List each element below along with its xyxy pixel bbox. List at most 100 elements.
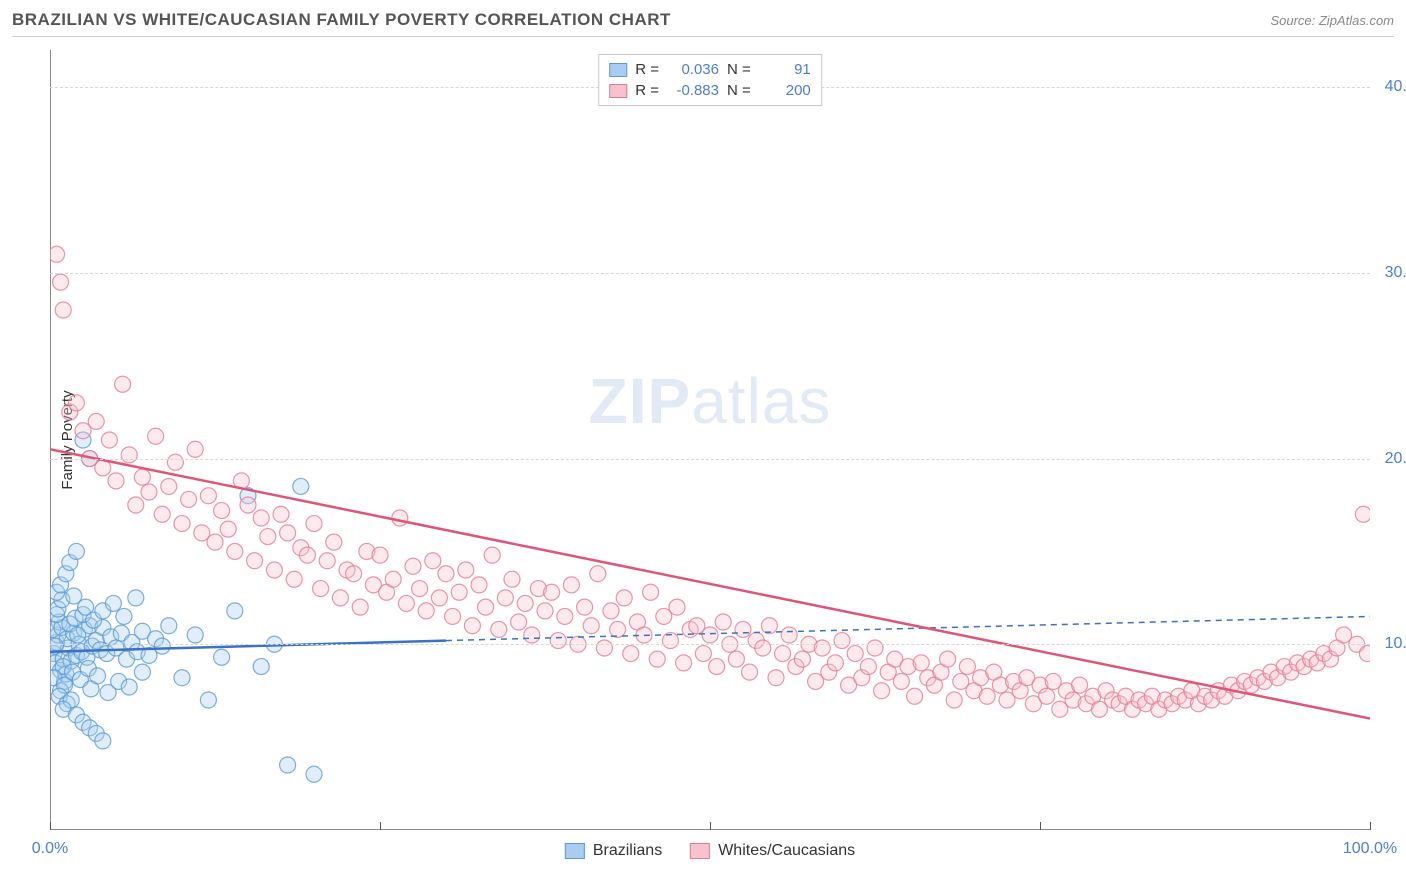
data-point: [90, 668, 106, 684]
data-point: [669, 599, 685, 615]
x-tick-label: 100.0%: [1343, 840, 1397, 858]
data-point: [128, 590, 144, 606]
data-point: [775, 646, 791, 662]
x-tick-mark: [50, 822, 51, 830]
data-point: [728, 651, 744, 667]
data-point: [583, 618, 599, 634]
data-point: [200, 692, 216, 708]
data-point: [550, 633, 566, 649]
data-point: [187, 627, 203, 643]
scatter-plot: Family Poverty ZIPatlas 10.0%20.0%30.0%4…: [50, 50, 1370, 830]
data-point: [451, 584, 467, 600]
data-point: [497, 590, 513, 606]
data-point: [398, 595, 414, 611]
data-point: [913, 655, 929, 671]
data-point: [227, 603, 243, 619]
data-point: [214, 503, 230, 519]
data-point: [105, 595, 121, 611]
data-point: [504, 571, 520, 587]
data-point: [484, 547, 500, 563]
data-point: [761, 618, 777, 634]
data-point: [286, 571, 302, 587]
data-point: [755, 640, 771, 656]
data-point: [161, 478, 177, 494]
data-point: [563, 577, 579, 593]
data-point: [860, 659, 876, 675]
data-point: [326, 534, 342, 550]
legend-swatch: [565, 843, 585, 859]
data-point: [643, 584, 659, 600]
data-point: [116, 608, 132, 624]
x-tick-mark: [380, 822, 381, 830]
data-point: [181, 491, 197, 507]
legend-swatch-series-0: [609, 63, 627, 77]
x-tick-mark: [1040, 822, 1041, 830]
data-point: [907, 688, 923, 704]
data-point: [867, 640, 883, 656]
data-point: [247, 553, 263, 569]
y-tick-label: 40.0%: [1375, 78, 1406, 96]
data-point: [517, 595, 533, 611]
data-point: [220, 521, 236, 537]
data-point: [346, 566, 362, 582]
data-point: [478, 599, 494, 615]
data-point: [227, 543, 243, 559]
trend-line: [50, 449, 1370, 718]
data-point: [88, 413, 104, 429]
data-point: [438, 566, 454, 582]
data-point: [946, 692, 962, 708]
data-point: [154, 506, 170, 522]
data-point: [141, 484, 157, 500]
data-point: [293, 478, 309, 494]
data-point: [174, 670, 190, 686]
data-point: [590, 566, 606, 582]
data-point: [352, 599, 368, 615]
legend-series: Brazilians Whites/Caucasians: [565, 842, 855, 860]
data-point: [847, 646, 863, 662]
data-point: [425, 553, 441, 569]
data-point: [418, 603, 434, 619]
data-point: [319, 553, 335, 569]
data-point: [959, 659, 975, 675]
chart-title: BRAZILIAN VS WHITE/CAUCASIAN FAMILY POVE…: [12, 10, 671, 30]
data-point: [128, 497, 144, 513]
data-point: [50, 246, 65, 262]
data-point: [596, 640, 612, 656]
data-point: [121, 679, 137, 695]
data-point: [524, 627, 540, 643]
data-point: [95, 733, 111, 749]
y-tick-label: 20.0%: [1375, 450, 1406, 468]
legend-swatch: [690, 843, 710, 859]
data-point: [372, 547, 388, 563]
data-point: [709, 659, 725, 675]
legend-swatch-series-1: [609, 84, 627, 98]
data-point: [299, 547, 315, 563]
data-point: [431, 590, 447, 606]
data-point: [940, 651, 956, 667]
data-point: [464, 618, 480, 634]
x-tick-label: 0.0%: [32, 840, 68, 858]
data-point: [979, 688, 995, 704]
data-point: [814, 640, 830, 656]
gridline: [50, 644, 1370, 645]
data-point: [101, 432, 117, 448]
gridline: [50, 273, 1370, 274]
data-point: [1072, 677, 1088, 693]
data-point: [702, 627, 718, 643]
data-point: [115, 376, 131, 392]
data-point: [834, 633, 850, 649]
x-tick-mark: [1370, 822, 1371, 830]
data-point: [53, 274, 69, 290]
data-point: [108, 473, 124, 489]
data-point: [577, 599, 593, 615]
data-point: [167, 454, 183, 470]
data-point: [148, 428, 164, 444]
data-point: [306, 516, 322, 532]
data-point: [66, 588, 82, 604]
y-tick-label: 10.0%: [1375, 635, 1406, 653]
data-point: [695, 646, 711, 662]
data-point: [1359, 646, 1370, 662]
data-point: [273, 506, 289, 522]
data-point: [458, 562, 474, 578]
data-point: [187, 441, 203, 457]
